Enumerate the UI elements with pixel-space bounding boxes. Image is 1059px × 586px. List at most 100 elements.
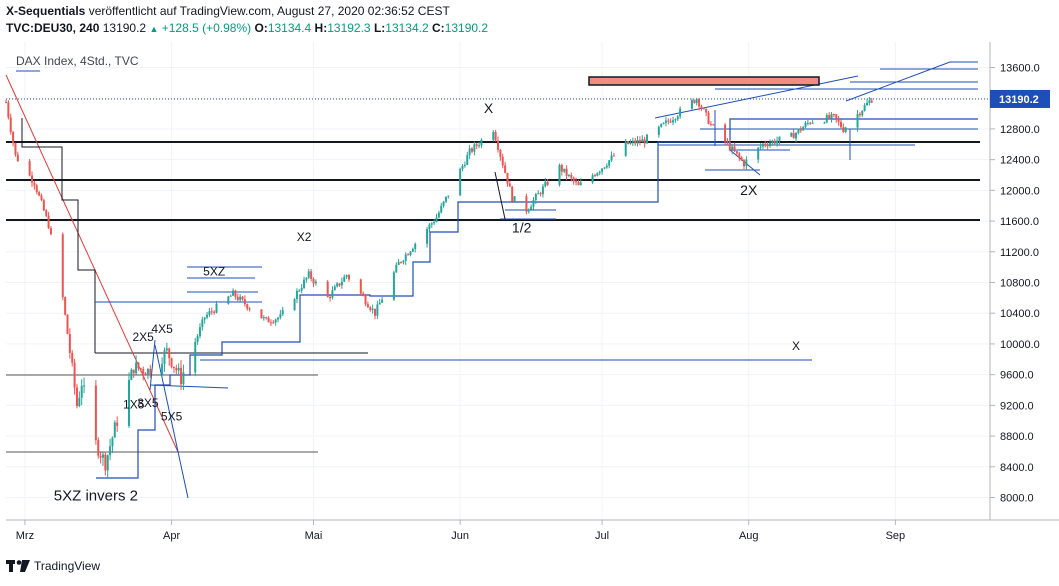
y-tick-label: 10400.0 <box>1000 308 1040 320</box>
candle-body <box>7 102 10 118</box>
symbol-label: TVC:DEU30, 240 <box>6 21 100 35</box>
candle-body <box>194 341 197 373</box>
candle-body <box>437 212 440 218</box>
candle-body <box>137 362 140 369</box>
x-tick-label: Sep <box>886 530 906 542</box>
chart-axes: 8000.0 8400.0 8800.0 9200.0 9600.0 10000.0 104… <box>6 42 1059 542</box>
candle-body <box>165 348 168 351</box>
candle-body <box>707 112 710 124</box>
candle-body <box>593 175 596 177</box>
candle-body <box>773 140 776 144</box>
candle-body <box>726 141 729 143</box>
candle-body <box>196 336 199 342</box>
y-tick-label: 9600.0 <box>1000 370 1034 382</box>
candle-body <box>333 286 336 291</box>
chart-annotation: 5X5 <box>161 410 183 424</box>
candle-body <box>537 193 540 195</box>
open-label: O: <box>254 21 268 35</box>
tradingview-logo-icon <box>6 560 30 572</box>
y-tick-label: 8000.0 <box>1000 493 1034 505</box>
candle-body <box>738 153 741 158</box>
chart-annotation: X <box>792 339 800 353</box>
plot-area <box>6 42 990 520</box>
candle-body <box>80 385 83 398</box>
candle-body <box>541 186 544 195</box>
candle-body <box>579 182 582 186</box>
candle-body <box>790 133 793 137</box>
candle-body <box>494 132 497 141</box>
candle-body <box>371 308 374 310</box>
candle-body <box>277 317 280 320</box>
candle-body <box>733 146 736 152</box>
candle-body <box>660 123 663 127</box>
candle-body <box>307 271 310 278</box>
low-label: L: <box>373 21 386 35</box>
chart-annotation: 4X5 <box>151 322 173 336</box>
candle-body <box>868 100 871 103</box>
tradingview-brand: TradingView <box>34 559 101 573</box>
y-tick-label: 10000.0 <box>1000 339 1040 351</box>
candle-body <box>38 192 41 196</box>
author-name: X-Sequentials <box>6 4 86 18</box>
candle-body <box>539 193 542 195</box>
candle-body <box>78 397 81 407</box>
candle-body <box>830 114 833 119</box>
trend-line <box>154 344 189 499</box>
candle-body <box>329 297 332 299</box>
candle-body <box>331 290 334 298</box>
x-tick-label: Mai <box>305 530 323 542</box>
y-tick-label: 13600.0 <box>1000 63 1040 75</box>
candle-body <box>544 181 547 187</box>
chart-grid <box>6 42 990 520</box>
last-price: 13190.2 <box>102 21 147 35</box>
chart-annotation: 1/2 <box>512 220 532 236</box>
candle-body <box>797 128 800 133</box>
candle-body <box>806 122 809 124</box>
candle-body <box>177 367 180 371</box>
candle-body <box>206 314 209 318</box>
candle-body <box>135 362 138 374</box>
candle-body <box>743 160 745 167</box>
price-change: +128.5 (+0.98%) <box>161 21 252 35</box>
candle-body <box>94 385 97 441</box>
candle-body <box>61 234 64 298</box>
candle-body <box>229 295 232 297</box>
candle-body <box>248 308 251 310</box>
candle-body <box>575 181 578 183</box>
candle-body <box>468 148 471 156</box>
candle-body <box>638 139 641 143</box>
y-tick-label: 8800.0 <box>1000 431 1034 443</box>
candle-body <box>272 322 275 324</box>
candle-body <box>411 248 414 252</box>
candle-body <box>144 373 147 376</box>
candle-body <box>435 217 438 222</box>
current-price-label: 13190.2 <box>999 94 1039 106</box>
candle-body <box>473 144 476 152</box>
candle-body <box>40 195 43 201</box>
candle-body <box>409 251 412 255</box>
level-line <box>149 384 229 389</box>
candle-body <box>837 118 840 122</box>
candle-body <box>679 108 682 117</box>
candle-body <box>530 206 533 210</box>
candle-body <box>5 102 7 104</box>
up-triangle-icon: ▲ <box>149 24 159 34</box>
candle-body <box>338 283 341 286</box>
candle-body <box>236 296 239 300</box>
candle-body <box>359 279 362 294</box>
y-tick-label: 9200.0 <box>1000 400 1034 412</box>
candle-body <box>799 128 802 131</box>
candle-body <box>664 120 667 123</box>
candle-body <box>300 287 303 291</box>
candle-body <box>232 290 235 296</box>
close-value: 13190.2 <box>444 21 489 35</box>
candle-body <box>146 368 149 376</box>
candle-body <box>113 422 116 438</box>
candle-body <box>175 367 178 371</box>
candle-body <box>525 196 528 212</box>
candle-body <box>442 201 445 206</box>
candle-body <box>532 200 535 207</box>
candle-body <box>795 132 798 139</box>
open-value: 13134.4 <box>267 21 312 35</box>
